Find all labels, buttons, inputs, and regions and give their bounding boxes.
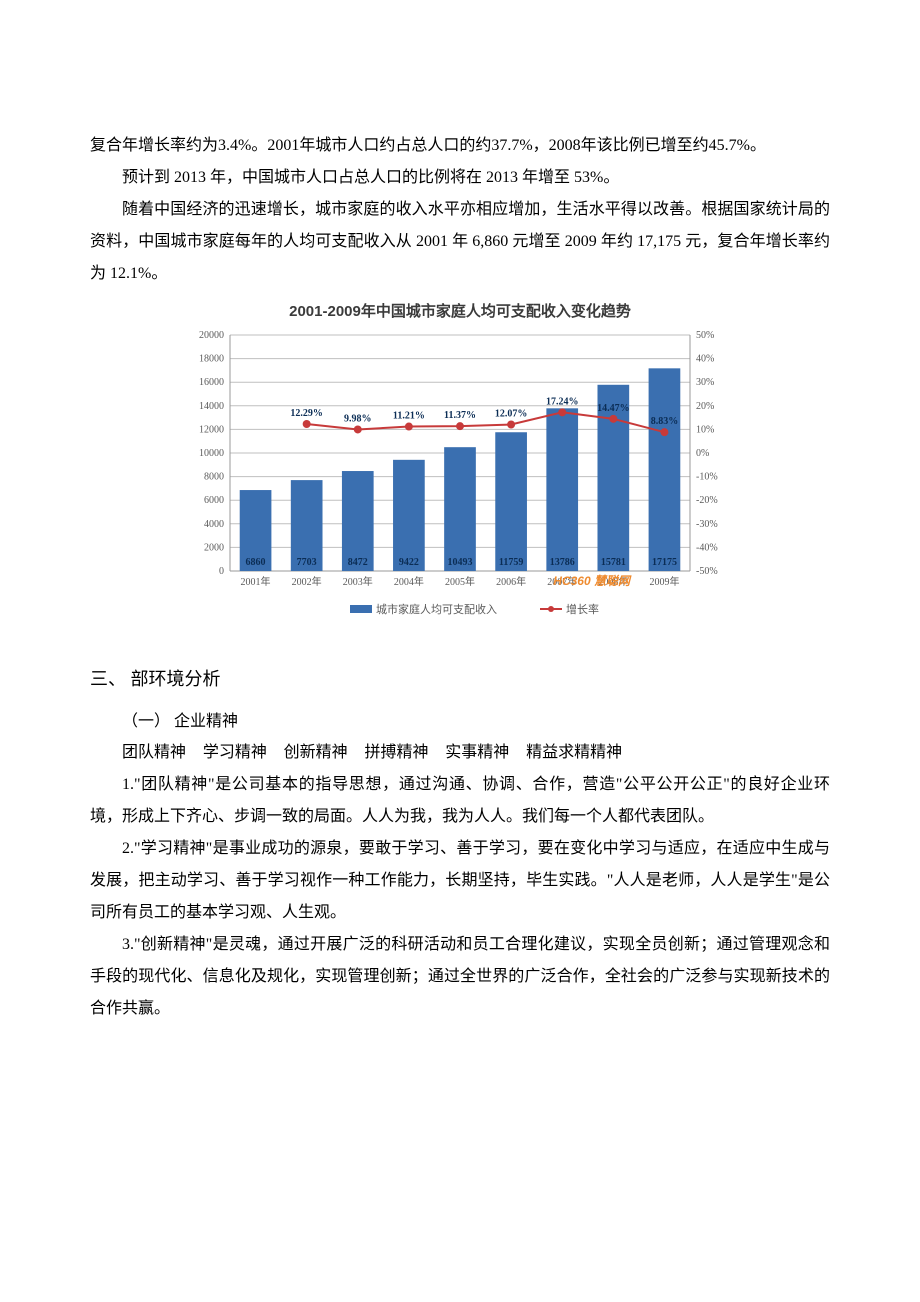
svg-text:-10%: -10% bbox=[696, 472, 718, 483]
svg-text:2005年: 2005年 bbox=[445, 575, 475, 588]
paragraph-3: 随着中国经济的迅速增长，城市家庭的收入水平亦相应增加，生活水平得以改善。根据国家… bbox=[90, 194, 830, 290]
spirit-3: 创新精神 bbox=[284, 744, 348, 761]
svg-text:10000: 10000 bbox=[199, 448, 224, 459]
income-chart: 2001-2009年中国城市家庭人均可支配收入变化趋势 0 2000 4000 600… bbox=[180, 300, 740, 625]
svg-text:2000: 2000 bbox=[204, 542, 224, 553]
spirit-4: 拼搏精神 bbox=[364, 744, 428, 761]
svg-text:10%: 10% bbox=[696, 424, 714, 435]
svg-text:-40%: -40% bbox=[696, 542, 718, 553]
svg-text:8000: 8000 bbox=[204, 472, 224, 483]
svg-text:17175: 17175 bbox=[652, 557, 677, 568]
svg-text:14.47%: 14.47% bbox=[597, 403, 630, 414]
spirit-5: 实事精神 bbox=[445, 744, 509, 761]
svg-text:30%: 30% bbox=[696, 377, 714, 388]
item-1: 1."团队精神"是公司基本的指导思想，通过沟通、协调、合作，营造"公平公开公正"… bbox=[90, 769, 830, 833]
section-3-heading: 三、 部环境分析 bbox=[90, 665, 830, 691]
section-3-sub1: （一） 企业精神 bbox=[90, 707, 830, 731]
svg-text:9422: 9422 bbox=[399, 557, 419, 568]
svg-text:15781: 15781 bbox=[601, 557, 626, 568]
svg-text:20%: 20% bbox=[696, 401, 714, 412]
svg-text:-50%: -50% bbox=[696, 566, 718, 577]
svg-text:2001年: 2001年 bbox=[241, 575, 271, 588]
svg-text:18000: 18000 bbox=[199, 354, 224, 365]
paragraph-1: 复合年增长率约为3.4%。2001年城市人口约占总人口的约37.7%，2008年… bbox=[90, 130, 830, 162]
svg-text:-30%: -30% bbox=[696, 519, 718, 530]
svg-text:7703: 7703 bbox=[297, 557, 317, 568]
svg-text:0%: 0% bbox=[696, 448, 709, 459]
svg-text:2004年: 2004年 bbox=[394, 575, 424, 588]
svg-text:8472: 8472 bbox=[348, 557, 368, 568]
item-3: 3."创新精神"是灵魂，通过开展广泛的科研活动和员工合理化建议，实现全员创新；通… bbox=[90, 929, 830, 1025]
paragraph-2: 预计到 2013 年，中国城市人口占总人口的比例将在 2013 年增至 53%。 bbox=[90, 162, 830, 194]
spirit-2: 学习精神 bbox=[203, 744, 267, 761]
document-page: 复合年增长率约为3.4%。2001年城市人口约占总人口的约37.7%，2008年… bbox=[0, 0, 920, 1302]
chart-svg: 0 2000 4000 6000 8000 10000 12000 14000 16000 180… bbox=[180, 325, 740, 625]
svg-text:10493: 10493 bbox=[448, 557, 473, 568]
svg-text:2009年: 2009年 bbox=[649, 575, 679, 588]
svg-text:6860: 6860 bbox=[246, 557, 266, 568]
spirit-list: 团队精神 学习精神 创新精神 拼搏精神 实事精神 精益求精精神 bbox=[90, 737, 830, 769]
svg-text:9.98%: 9.98% bbox=[344, 413, 372, 424]
svg-text:11759: 11759 bbox=[499, 557, 523, 568]
svg-text:11.21%: 11.21% bbox=[393, 411, 425, 422]
svg-text:17.24%: 17.24% bbox=[546, 396, 579, 407]
svg-text:50%: 50% bbox=[696, 330, 714, 341]
svg-text:12000: 12000 bbox=[199, 424, 224, 435]
svg-text:2006年: 2006年 bbox=[496, 575, 526, 588]
svg-text:14000: 14000 bbox=[199, 401, 224, 412]
item-2: 2."学习精神"是事业成功的源泉，要敢于学习、善于学习，要在变化中学习与适应，在… bbox=[90, 833, 830, 929]
svg-text:12.07%: 12.07% bbox=[495, 409, 527, 420]
svg-text:13786: 13786 bbox=[550, 557, 575, 568]
svg-text:4000: 4000 bbox=[204, 519, 224, 530]
svg-text:6000: 6000 bbox=[204, 495, 224, 506]
svg-text:16000: 16000 bbox=[199, 377, 224, 388]
svg-text:20000: 20000 bbox=[199, 330, 224, 341]
svg-text:增长率: 增长率 bbox=[566, 602, 599, 616]
svg-text:2002年: 2002年 bbox=[292, 575, 322, 588]
svg-text:-20%: -20% bbox=[696, 495, 718, 506]
spirit-6: 精益求精精神 bbox=[526, 744, 622, 761]
spirit-1: 团队精神 bbox=[122, 744, 186, 761]
chart-title: 2001-2009年中国城市家庭人均可支配收入变化趋势 bbox=[180, 300, 740, 321]
svg-text:8.83%: 8.83% bbox=[651, 416, 679, 427]
svg-text:40%: 40% bbox=[696, 354, 714, 365]
svg-text:0: 0 bbox=[219, 566, 224, 577]
svg-text:HC360 慧聪网: HC360 慧聪网 bbox=[553, 574, 632, 588]
svg-text:11.37%: 11.37% bbox=[444, 410, 476, 421]
svg-text:12.29%: 12.29% bbox=[290, 408, 323, 419]
svg-text:2003年: 2003年 bbox=[343, 575, 373, 588]
svg-text:城市家庭人均可支配收入: 城市家庭人均可支配收入 bbox=[376, 602, 497, 616]
